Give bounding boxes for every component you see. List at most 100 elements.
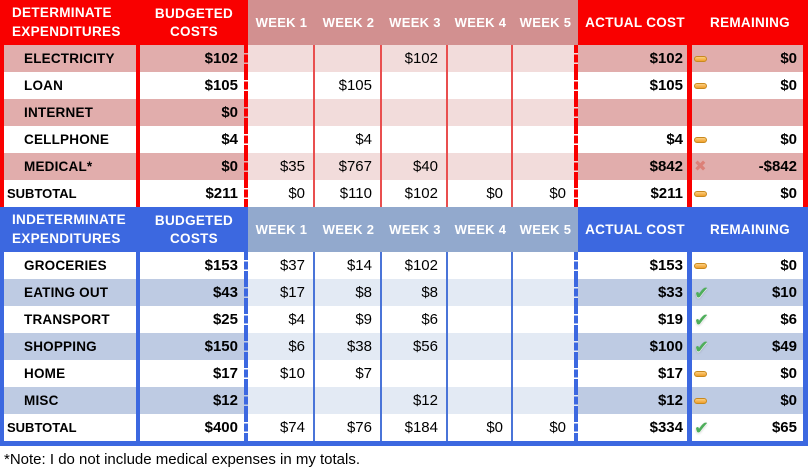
header-week-2: WEEK 2 — [315, 0, 382, 45]
header-week-5: WEEK 5 — [513, 0, 578, 45]
dash-icon — [694, 180, 714, 207]
week-1-cell — [248, 72, 315, 99]
week-2-cell — [315, 387, 382, 414]
row-cellphone: CELLPHONE $4 $4 $4 $0 — [0, 126, 808, 153]
label-cell: GROCERIES — [0, 252, 140, 279]
week-3-cell: $184 — [382, 414, 448, 441]
indeterminate-header-row: INDETERMINATE EXPENDITURES BUDGETED COST… — [0, 207, 808, 252]
week-4-cell — [448, 387, 513, 414]
actual-cell: $33 — [578, 279, 692, 306]
header-actual-cost: ACTUAL COST — [578, 0, 692, 45]
week-3-cell — [382, 126, 448, 153]
week-2-cell: $8 — [315, 279, 382, 306]
week-4-cell — [448, 45, 513, 72]
budgeted-cell: $153 — [140, 252, 248, 279]
actual-cell: $17 — [578, 360, 692, 387]
row-shopping: SHOPPING$150$6$38$56 $100 $49 — [0, 333, 808, 360]
remaining-value: $0 — [780, 131, 797, 148]
week-3-cell: $102 — [382, 252, 448, 279]
check-icon — [694, 306, 714, 333]
remaining-value: $0 — [780, 392, 797, 409]
week-3-cell: $6 — [382, 306, 448, 333]
week-2-cell: $4 — [315, 126, 382, 153]
week-4-cell — [448, 360, 513, 387]
header-week-4: WEEK 4 — [448, 0, 513, 45]
week-1-cell: $35 — [248, 153, 315, 180]
row-subtotal: SUBTOTAL$400$74$76$184$0$0$334$65 — [0, 414, 808, 441]
week-5-cell — [513, 279, 578, 306]
header-week-5: WEEK 5 — [513, 207, 578, 252]
row-eating-out: EATING OUT$43$17$8$8$33$10 — [0, 279, 808, 306]
budgeted-cell: $102 — [140, 45, 248, 72]
header-week-4: WEEK 4 — [448, 207, 513, 252]
budgeted-cell: $17 — [140, 360, 248, 387]
actual-cell — [578, 99, 692, 126]
week-1-cell — [248, 387, 315, 414]
actual-cell: $105 — [578, 72, 692, 99]
check-icon — [694, 414, 714, 441]
week-1-cell: $6 — [248, 333, 315, 360]
week-5-cell — [513, 360, 578, 387]
remaining-cell: $0 — [692, 180, 808, 207]
x-icon — [694, 153, 714, 180]
week-1-cell: $17 — [248, 279, 315, 306]
row-electricity: ELECTRICITY $102 $102 $102 $0 — [0, 45, 808, 72]
week-1-cell: $74 — [248, 414, 315, 441]
actual-cell: $100 — [578, 333, 692, 360]
week-3-cell: $102 — [382, 45, 448, 72]
week-1-cell — [248, 99, 315, 126]
dash-icon — [694, 360, 714, 387]
header-week-1: WEEK 1 — [248, 207, 315, 252]
week-3-cell: $8 — [382, 279, 448, 306]
remaining-value: $49 — [771, 338, 797, 355]
week-2-cell: $14 — [315, 252, 382, 279]
dash-icon — [694, 45, 714, 72]
label-cell: SHOPPING — [0, 333, 140, 360]
week-4-cell — [448, 72, 513, 99]
remaining-cell: $0 — [692, 126, 808, 153]
week-5-cell — [513, 306, 578, 333]
header-week-3: WEEK 3 — [382, 0, 448, 45]
week-4-cell — [448, 279, 513, 306]
budgeted-cell: $150 — [140, 333, 248, 360]
actual-cell: $102 — [578, 45, 692, 72]
dash-icon — [694, 72, 714, 99]
week-5-cell — [513, 45, 578, 72]
check-icon — [694, 279, 714, 306]
week-5-cell — [513, 99, 578, 126]
week-5-cell: $0 — [513, 180, 578, 207]
week-4-cell — [448, 306, 513, 333]
label-cell: SUBTOTAL — [0, 180, 140, 207]
week-2-cell: $7 — [315, 360, 382, 387]
remaining-cell — [692, 99, 808, 126]
week-1-cell — [248, 126, 315, 153]
budgeted-cell: $43 — [140, 279, 248, 306]
actual-cell: $4 — [578, 126, 692, 153]
header-indeterminate-expenditures: INDETERMINATE EXPENDITURES — [0, 207, 140, 252]
determinate-rows: ELECTRICITY $102 $102 $102 $0 LOAN $105 $105 $10… — [0, 45, 808, 207]
label-cell: HOME — [0, 360, 140, 387]
budgeted-cell: $4 — [140, 126, 248, 153]
week-2-cell: $767 — [315, 153, 382, 180]
determinate-section: DETERMINATE EXPENDITURES BUDGETED COSTS … — [0, 0, 808, 207]
week-2-cell: $105 — [315, 72, 382, 99]
actual-cell: $334 — [578, 414, 692, 441]
indeterminate-rows: GROCERIES $153 $37 $14 $102 $153 $0 EATING OUT $… — [0, 252, 808, 441]
week-4-cell — [448, 333, 513, 360]
dash-icon — [694, 387, 714, 414]
week-3-cell: $40 — [382, 153, 448, 180]
row-misc: MISC $12 $12 $12 $0 — [0, 387, 808, 414]
week-2-cell: $38 — [315, 333, 382, 360]
label-cell: ELECTRICITY — [0, 45, 140, 72]
week-4-cell: $0 — [448, 414, 513, 441]
header-budgeted-costs: BUDGETED COSTS — [140, 0, 248, 45]
week-2-cell: $9 — [315, 306, 382, 333]
determinate-header-row: DETERMINATE EXPENDITURES BUDGETED COSTS … — [0, 0, 808, 45]
label-cell: TRANSPORT — [0, 306, 140, 333]
week-5-cell — [513, 126, 578, 153]
week-5-cell: $0 — [513, 414, 578, 441]
remaining-value: -$842 — [758, 158, 797, 175]
budgeted-cell: $0 — [140, 153, 248, 180]
week-4-cell — [448, 126, 513, 153]
header-week-3: WEEK 3 — [382, 207, 448, 252]
